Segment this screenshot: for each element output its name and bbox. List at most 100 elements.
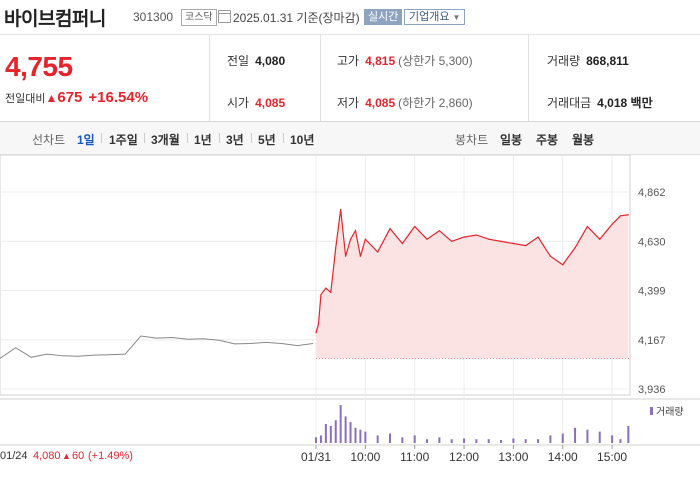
candle-chart-label: 봉차트 <box>455 133 489 147</box>
stock-header: 바이브컴퍼니 301300 코스닥 2025.01.31 기준(장마감) 실시간… <box>0 0 700 35</box>
price-point <box>599 238 601 240</box>
price-point <box>619 215 622 217</box>
price-point <box>354 230 357 232</box>
line-chart-label: 선차트 <box>32 133 66 147</box>
intraday-chart: 4,862 4,630 4,399 4,167 3,936 01/31 10:00 11:00… <box>0 154 700 486</box>
price-point <box>320 293 322 296</box>
prev-day-change: 60 <box>72 450 84 462</box>
prev-day-up-icon: ▲ <box>62 451 71 461</box>
volume-bar <box>487 439 490 443</box>
volume: 거래량 868,811 <box>547 54 629 68</box>
volume-bar <box>315 437 317 443</box>
price-point <box>315 332 317 334</box>
chart-frame <box>0 154 631 396</box>
price-point <box>549 255 551 257</box>
price-point <box>364 238 366 240</box>
x-tick-label: 12:00 <box>449 450 479 464</box>
price-point <box>389 227 391 230</box>
price-point <box>463 236 465 238</box>
chevron-down-icon: ▼ <box>452 13 461 22</box>
volume-bar <box>344 416 347 443</box>
y-tick-label: 4,862 <box>638 187 666 199</box>
price-point <box>451 240 453 242</box>
volume-bar <box>500 439 503 443</box>
tab-1w[interactable]: 1주일 <box>109 133 138 147</box>
x-tick-label: 10:00 <box>350 450 380 464</box>
x-tick-label: 15:00 <box>597 450 627 464</box>
price-point <box>340 208 342 211</box>
volume-bar <box>389 433 392 443</box>
volume-bar <box>339 405 342 443</box>
tab-1y[interactable]: 1년 <box>194 133 212 147</box>
realtime-button[interactable]: 실시간 <box>364 9 403 25</box>
price-area <box>316 209 629 359</box>
tab-monthly[interactable]: 월봉 <box>572 133 595 147</box>
price-point <box>475 234 477 236</box>
volume-bar <box>450 439 453 443</box>
volume-bar <box>376 435 379 443</box>
chart-tabs: 선차트 1일 1주일 3개월 1년 3년 5년 10년 봉차트 일봉 주봉 월봉 <box>0 122 700 155</box>
price-point <box>377 251 379 253</box>
volume-bar <box>354 427 357 443</box>
volume-bar <box>426 439 429 443</box>
price-point <box>488 238 490 240</box>
volume-bar <box>319 435 322 443</box>
volume-legend-swatch <box>650 407 653 415</box>
price-point <box>317 323 320 325</box>
tab-3m[interactable]: 3개월 <box>151 133 180 147</box>
price-point <box>627 214 629 216</box>
volume-bar <box>329 425 332 443</box>
x-tick-label: 14:00 <box>548 450 578 464</box>
volume-bar <box>524 439 527 443</box>
price-point <box>349 238 352 240</box>
price-point <box>500 240 502 242</box>
volume-bar <box>574 427 577 443</box>
price-point <box>525 245 527 247</box>
volume-bar <box>349 422 352 443</box>
price-point <box>414 225 416 228</box>
current-price: 4,755 <box>5 51 73 82</box>
volume-bar <box>359 429 362 443</box>
volume-bar <box>364 431 367 443</box>
corp-overview-dropdown[interactable]: 기업개요 ▼ <box>404 9 466 25</box>
tab-5y[interactable]: 5년 <box>258 133 276 147</box>
x-tick-label: 13:00 <box>498 450 528 464</box>
tab-1d[interactable]: 1일 <box>77 133 95 147</box>
x-tick-label: 11:00 <box>400 450 429 464</box>
volume-bar <box>463 438 466 443</box>
market-badge: 코스닥 <box>181 9 217 26</box>
price-line <box>315 209 629 334</box>
low-price: 저가 4,085 (하한가 2,860) <box>337 96 473 110</box>
tab-weekly[interactable]: 주봉 <box>536 133 559 147</box>
x-tick-label: 01/31 <box>301 450 331 464</box>
volume-bar <box>401 437 404 443</box>
stock-code: 301300 <box>133 10 174 24</box>
prev-day-line <box>0 335 314 359</box>
volume-bar <box>413 435 416 443</box>
price-point <box>359 255 362 257</box>
tab-daily[interactable]: 일봉 <box>500 133 523 147</box>
tab-10y[interactable]: 10년 <box>290 133 315 147</box>
price-point <box>537 236 539 238</box>
volume-bar <box>537 439 540 443</box>
price-point <box>611 223 613 225</box>
tab-3y[interactable]: 3년 <box>226 133 244 147</box>
price-point <box>426 238 428 240</box>
price-point <box>562 264 564 266</box>
high-price: 고가 4,815 (상한가 5,300) <box>337 54 473 68</box>
trade-amount: 거래대금 4,018 백만 <box>547 96 653 110</box>
price-point <box>512 242 514 245</box>
quote-date: 2025.01.31 기준(장마감) <box>233 11 360 25</box>
y-tick-label: 4,630 <box>638 236 666 248</box>
prev-close: 전일 4,080 <box>227 54 286 68</box>
quote-summary: 4,755 전일대비▲675 +16.54% 전일 4,080 시가 4,085 고가… <box>0 35 700 122</box>
volume-bar <box>438 437 441 443</box>
price-point <box>330 291 332 294</box>
up-triangle-icon: ▲ <box>45 91 58 105</box>
volume-bar <box>619 439 622 443</box>
price-point <box>335 247 337 249</box>
volume-bar <box>512 438 515 443</box>
y-tick-label: 4,399 <box>638 286 666 298</box>
price-point <box>401 242 403 245</box>
volume-bar <box>611 435 614 443</box>
